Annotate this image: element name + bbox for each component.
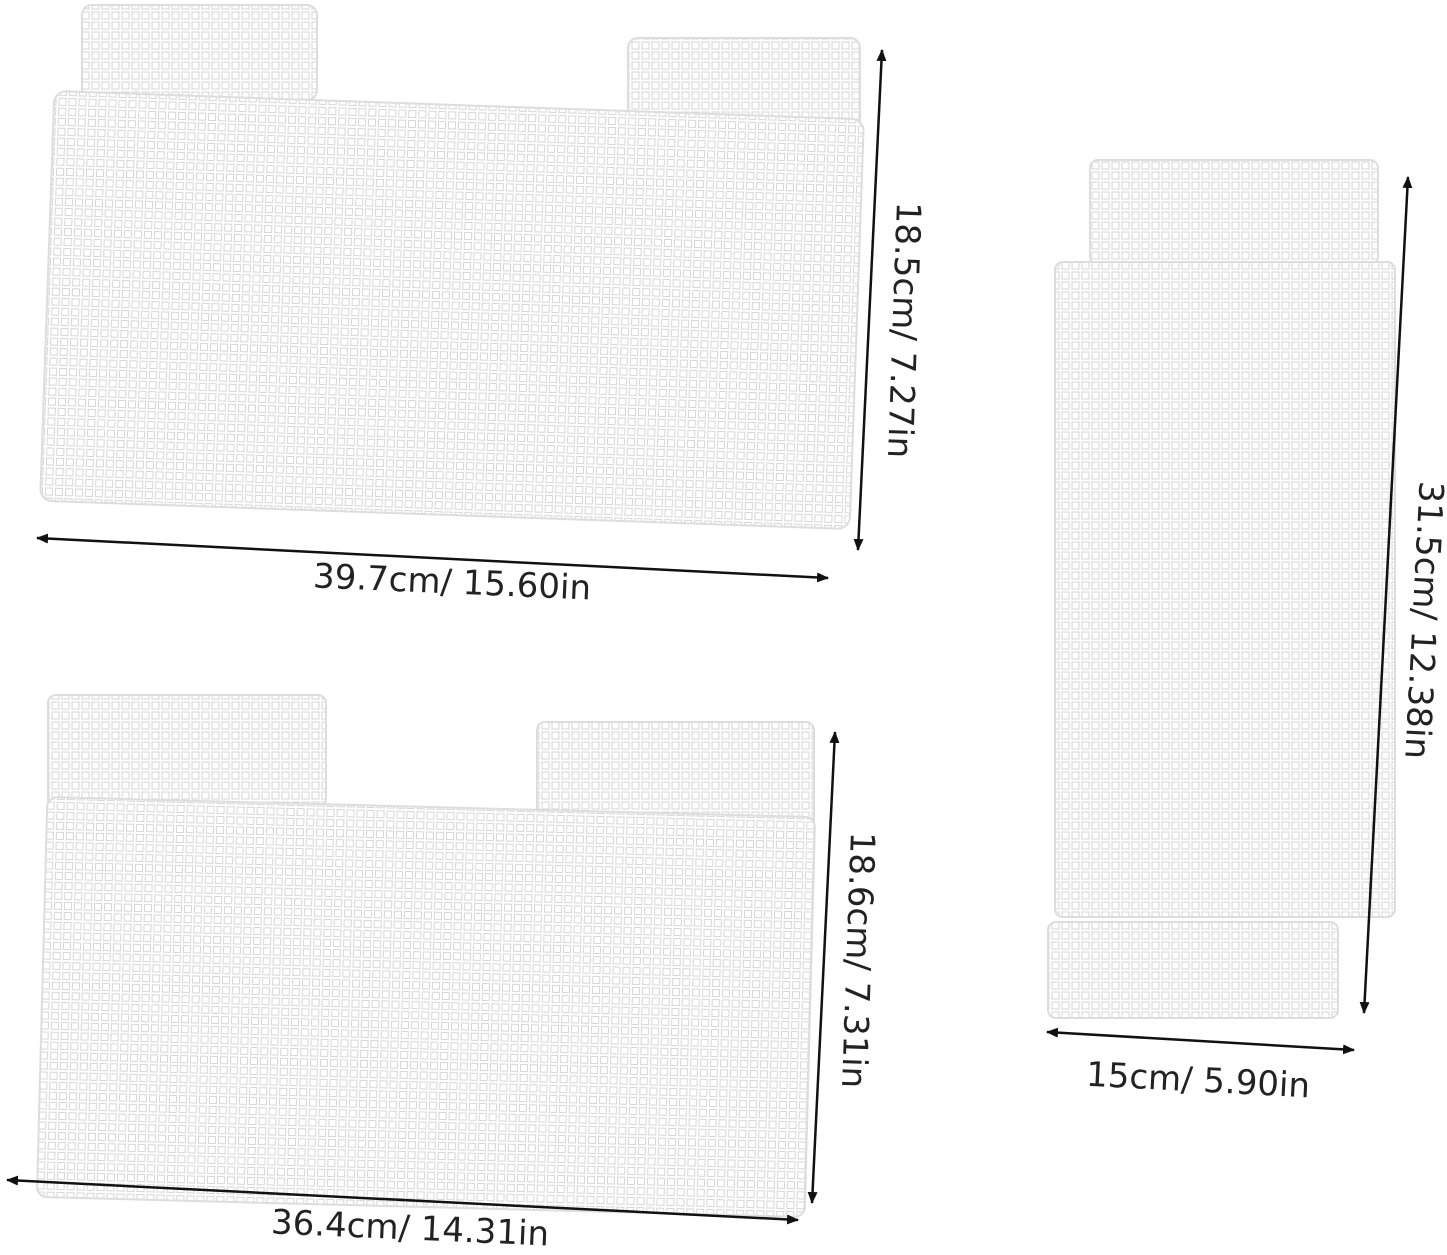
height-arrow	[1359, 176, 1413, 1014]
mesh-sheet-2	[36, 694, 816, 1218]
mesh-sheet-1	[39, 4, 865, 530]
width-arrow	[6, 1175, 799, 1225]
height-label: 18.5cm/ 7.27in	[879, 201, 928, 459]
width-arrow	[36, 533, 829, 583]
width-arrow	[1046, 1027, 1355, 1055]
width-label: 36.4cm/ 14.31in	[270, 1202, 550, 1254]
height-label: 18.6cm/ 7.31in	[833, 831, 882, 1089]
height-arrow	[853, 49, 887, 551]
mesh-sheet-3	[1047, 159, 1396, 1019]
height-arrow	[807, 731, 840, 1204]
height-label: 31.5cm/ 12.38in	[1396, 480, 1447, 760]
width-label: 15cm/ 5.90in	[1085, 1055, 1311, 1107]
